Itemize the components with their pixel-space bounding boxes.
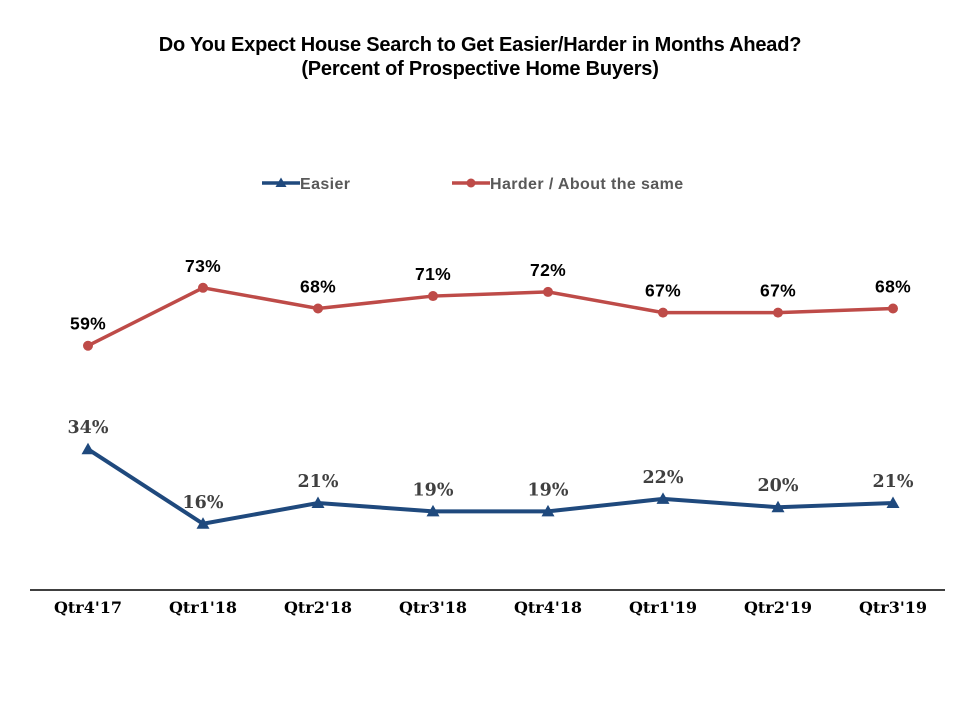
legend-item-harder: Harder / About the same: [452, 173, 684, 197]
data-label-easier: 19%: [528, 480, 569, 500]
chart-title-line-1: Do You Expect House Search to Get Easier…: [158, 34, 802, 56]
data-label-easier: 19%: [413, 480, 454, 500]
legend-swatch-harder-icon: [452, 175, 490, 196]
data-label-harder: 71%: [415, 264, 451, 284]
data-point-marker-harder: [888, 303, 898, 314]
data-label-easier: 20%: [758, 476, 799, 496]
x-axis-label: Qtr3'18: [399, 598, 467, 617]
legend-marker-icon: [275, 177, 287, 187]
x-axis-label: Qtr2'19: [744, 598, 812, 617]
data-point-marker-easier: [81, 442, 95, 455]
data-point-marker-harder: [543, 286, 553, 297]
data-label-harder: 68%: [300, 276, 336, 296]
x-axis-label: Qtr3'19: [859, 598, 927, 617]
data-point-marker-harder: [198, 282, 208, 293]
data-label-easier: 22%: [643, 468, 684, 488]
data-label-easier: 21%: [873, 472, 914, 492]
legend-label-harder: Harder / About the same: [490, 176, 684, 193]
legend-line-sample: [262, 177, 300, 187]
data-label-harder: 73%: [185, 256, 221, 276]
data-label-easier: 16%: [183, 493, 224, 513]
data-point-marker-easier: [311, 496, 325, 509]
series-line-harder: [87, 285, 894, 348]
data-label-easier: 34%: [68, 418, 109, 438]
data-point-marker-easier: [771, 500, 785, 513]
chart-title-line-2: (Percent of Prospective Home Buyers): [301, 58, 659, 81]
series-line-easier: [86, 447, 894, 526]
data-point-marker-harder: [313, 303, 323, 314]
data-point-marker-harder: [658, 307, 668, 318]
data-point-marker-harder: [428, 291, 438, 302]
data-point-marker-harder: [773, 307, 783, 318]
legend-swatch-easier-icon: [262, 175, 300, 196]
data-point-marker-easier: [886, 496, 900, 509]
data-point-marker-easier: [656, 492, 670, 504]
data-point-marker-easier: [541, 504, 555, 517]
legend-line-sample: [452, 178, 490, 187]
data-label-harder: 72%: [530, 260, 566, 280]
data-point-marker-easier: [196, 517, 210, 529]
x-axis-label: Qtr4'18: [514, 598, 582, 617]
data-label-harder: 68%: [875, 276, 911, 296]
x-axis-label: Qtr2'18: [284, 598, 352, 617]
legend-item-easier: Easier: [262, 173, 350, 197]
x-axis-label: Qtr4'17: [54, 598, 122, 617]
data-label-harder: 59%: [70, 314, 106, 334]
legend-label-easier: Easier: [300, 176, 351, 193]
data-point-marker-harder: [83, 340, 93, 351]
chart-legend: Easier Harder / About the same: [0, 173, 960, 197]
data-point-marker-easier: [426, 504, 440, 517]
data-label-harder: 67%: [645, 281, 681, 301]
data-label-harder: 67%: [760, 281, 796, 301]
x-axis-label: Qtr1'19: [629, 598, 697, 617]
chart-title: Do You Expect House Search to Get Easier…: [0, 33, 960, 82]
x-axis-label: Qtr1'18: [169, 598, 237, 617]
legend-marker-icon: [466, 178, 476, 187]
data-label-easier: 21%: [298, 472, 339, 492]
